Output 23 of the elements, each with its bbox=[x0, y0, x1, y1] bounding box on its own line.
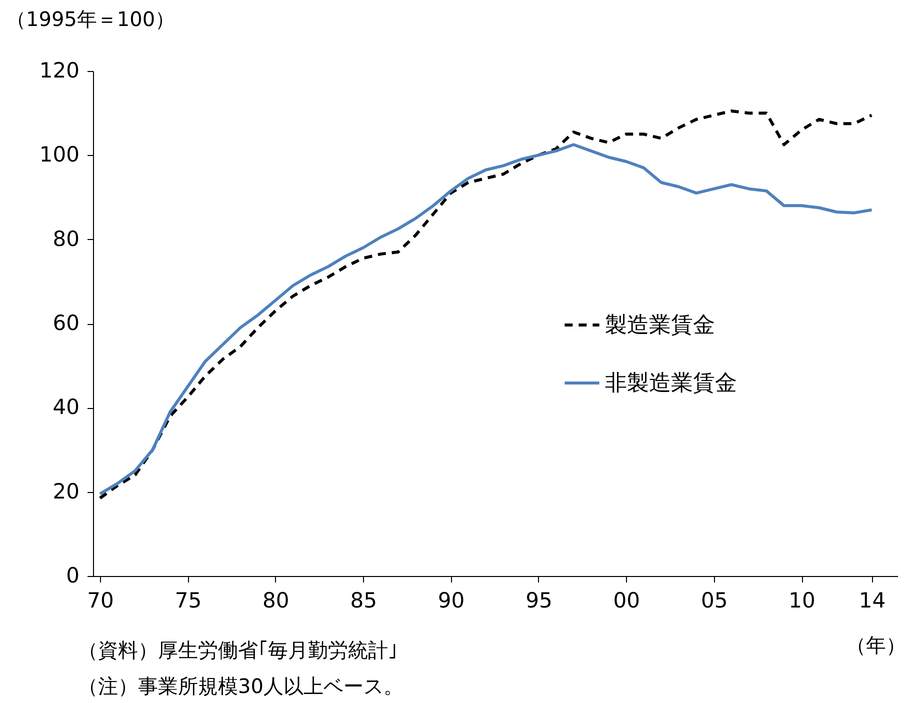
text: （資料）厚生労働省｢毎月勤労統計｣ bbox=[78, 637, 399, 664]
x-tick-label: 00 bbox=[613, 588, 640, 612]
legend-label: 非製造業賃金 bbox=[605, 371, 737, 396]
y-tick-label: 60 bbox=[52, 311, 80, 335]
x-axis-title: （年） bbox=[846, 632, 906, 659]
y-tick-label: 0 bbox=[66, 564, 80, 588]
x-tick-label: 10 bbox=[788, 588, 816, 612]
y-axis-title: （1995年＝100） bbox=[6, 6, 176, 33]
x-tick-label: 80 bbox=[262, 588, 290, 612]
text: （注）事業所規模30人以上ベース。 bbox=[78, 673, 404, 700]
y-tick-label: 40 bbox=[52, 395, 80, 420]
x-tick-label: 75 bbox=[174, 588, 202, 612]
x-tick-label: 95 bbox=[526, 588, 552, 612]
y-tick-label: 80 bbox=[52, 226, 80, 251]
x-tick-label: 85 bbox=[350, 588, 377, 612]
y-tick-label: 20 bbox=[52, 479, 80, 504]
x-tick-label: 05 bbox=[700, 588, 728, 612]
y-tick-label: 100 bbox=[39, 142, 80, 167]
x-tick-label: 90 bbox=[438, 588, 465, 612]
x-tick-label: 70 bbox=[87, 588, 114, 612]
legend-label: 製造業賃金 bbox=[605, 313, 715, 338]
y-tick-label: 120 bbox=[39, 58, 80, 82]
x-tick-label: 14 bbox=[858, 588, 886, 612]
